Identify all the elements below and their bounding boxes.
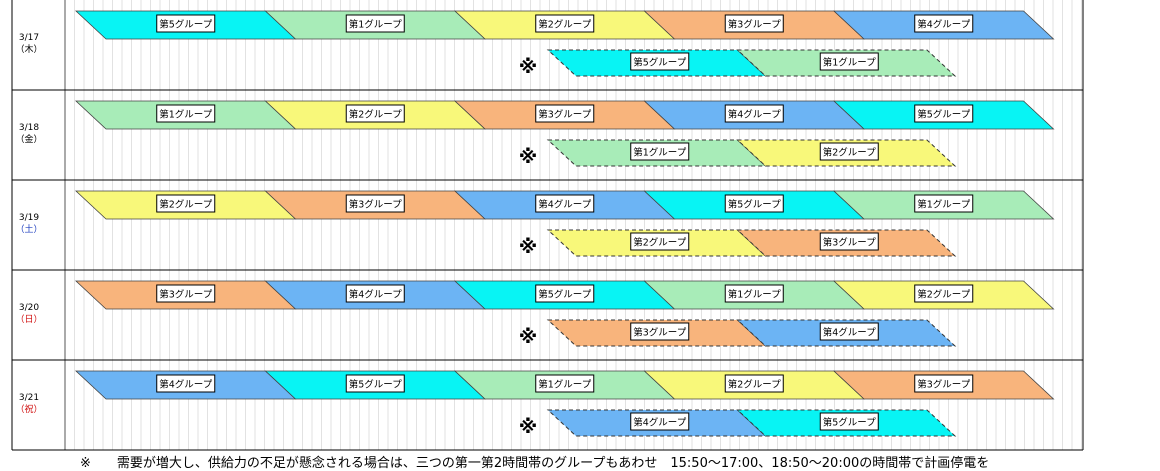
group-label-box [914,194,974,213]
group-label: 第2グループ [633,237,686,249]
group-label: 第5グループ [538,289,591,301]
group-label-box [914,14,974,33]
group-label-box [630,322,690,341]
group-label-box [535,14,595,33]
group-label-box [535,194,595,213]
group-label: 第5グループ [633,57,686,69]
group-label: 第3グループ [823,237,876,249]
group-label: 第2グループ [823,147,876,159]
day-date: 3/20 [19,303,39,313]
group-label: 第4グループ [633,417,686,429]
group-label: 第2グループ [538,19,591,31]
group-label-box [535,104,595,123]
group-label-box [630,412,690,431]
day-row: 3/18（金）第1グループ 第2グループ 第3グループ 第4グループ 第5グループ※ 第1… [15,100,1055,168]
group-label-box [156,14,216,33]
group-label: 第5グループ [728,199,781,211]
group-label-box [630,232,690,251]
group-label: 第4グループ [349,289,402,301]
group-label: 第1グループ [349,19,402,31]
group-label-box [819,232,879,251]
group-label-box [724,104,784,123]
group-label-box [724,194,784,213]
group-label-box [819,52,879,71]
group-label-box [156,284,216,303]
day-row: 3/21（祝）第4グループ 第5グループ 第1グループ 第2グループ 第3グループ※ 第4… [15,370,1055,438]
group-label: 第4グループ [823,327,876,339]
group-label-box [535,374,595,393]
day-row: 3/19（土）第2グループ 第3グループ 第4グループ 第5グループ 第1グループ※ 第2… [15,190,1055,258]
group-label: 第2グループ [159,199,212,211]
group-label-box [819,412,879,431]
outage-schedule-diagram: 3/17（木）第5グループ 第1グループ 第2グループ 第3グループ 第4グループ※ 第5… [11,0,1084,451]
reserve-mark: ※ [519,56,537,78]
day-row: 3/20（日）第3グループ 第4グループ 第5グループ 第1グループ 第2グループ※ 第3… [15,280,1055,348]
group-label: 第4グループ [538,199,591,211]
group-label: 第2グループ [728,379,781,391]
group-label: 第1グループ [159,109,212,121]
day-date: 3/21 [19,393,39,403]
group-label: 第4グループ [728,109,781,121]
day-weekday: （祝） [15,403,42,415]
group-label: 第3グループ [633,327,686,339]
group-label: 第1グループ [917,199,970,211]
group-label-box [345,104,405,123]
group-label: 第3グループ [159,289,212,301]
footnote: ※ 需要が増大し、供給力の不足が懸念される場合は、三つの第一第2時間帯のグループ… [80,456,990,471]
group-label: 第1グループ [633,147,686,159]
group-label-box [156,374,216,393]
group-label: 第5グループ [823,417,876,429]
group-label-box [156,194,216,213]
reserve-mark: ※ [519,236,537,258]
reserve-mark: ※ [519,416,537,438]
group-label: 第1グループ [823,57,876,69]
group-label-box [819,142,879,161]
group-label-box [914,104,974,123]
group-label: 第3グループ [728,19,781,31]
group-label: 第3グループ [917,379,970,391]
day-date: 3/19 [19,213,39,223]
group-label: 第5グループ [349,379,402,391]
group-label-box [914,374,974,393]
group-label-box [345,14,405,33]
group-label-box [345,284,405,303]
group-label: 第1グループ [538,379,591,391]
group-label-box [724,284,784,303]
group-label-box [724,374,784,393]
group-label: 第3グループ [538,109,591,121]
group-label-box [345,194,405,213]
day-weekday: （日） [15,314,42,325]
group-label-box [819,322,879,341]
group-label: 第2グループ [917,289,970,301]
group-label: 第3グループ [349,199,402,211]
day-date: 3/17 [19,33,39,43]
group-label-box [724,14,784,33]
group-label: 第5グループ [159,19,212,31]
group-label-box [630,52,690,71]
day-row: 3/17（木）第5グループ 第1グループ 第2グループ 第3グループ 第4グループ※ 第5… [15,10,1055,78]
group-label-box [914,284,974,303]
group-label: 第5グループ [917,109,970,121]
reserve-mark: ※ [519,326,537,348]
group-label-box [156,104,216,123]
day-date: 3/18 [19,123,39,133]
group-label: 第4グループ [917,19,970,31]
group-label-box [535,284,595,303]
day-weekday: （金） [15,133,42,145]
group-label-box [345,374,405,393]
reserve-mark: ※ [519,146,537,168]
day-weekday: （木） [15,43,42,55]
group-label: 第2グループ [349,109,402,121]
group-label-box [630,142,690,161]
day-weekday: （土） [15,223,42,235]
group-label: 第1グループ [728,289,781,301]
group-label: 第4グループ [159,379,212,391]
